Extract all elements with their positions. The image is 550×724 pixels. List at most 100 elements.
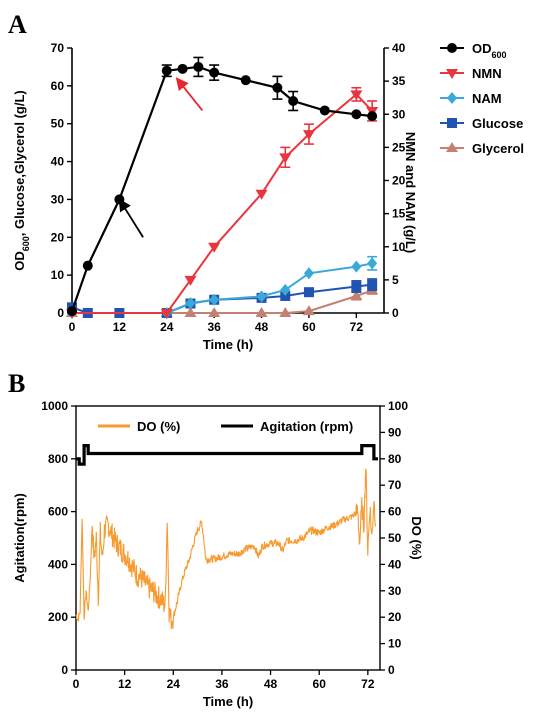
x-tick-label: 12 xyxy=(113,320,127,334)
data-point-nmn xyxy=(255,189,268,200)
y-right-tick-label: 0 xyxy=(388,663,395,677)
data-point-glycerol xyxy=(302,305,315,316)
data-point-nmn xyxy=(279,153,292,164)
data-point-glucose xyxy=(367,279,378,290)
y-right-tick-label: 20 xyxy=(388,610,402,624)
data-point-od600 xyxy=(367,111,378,122)
y-right-tick-label: 10 xyxy=(392,240,406,254)
series-line-od600 xyxy=(70,65,373,312)
x-tick-label: 48 xyxy=(264,677,278,691)
chart-a: 0 12 24 36 48 60 72 0 10 20 30 40 50 60 70 0 5 10 15 20 25 30… xyxy=(12,41,524,352)
data-point-od600 xyxy=(272,82,283,93)
y-right-tick-label: 20 xyxy=(392,174,406,188)
data-point-od600 xyxy=(240,75,251,86)
data-point-nam xyxy=(185,297,196,310)
legend-a: OD600 NMN NAM Glucose Glycerol xyxy=(440,41,524,156)
y-left-tick-label: 1000 xyxy=(41,399,68,413)
y-left-tick-label: 60 xyxy=(51,79,65,93)
series-od600 xyxy=(67,56,378,317)
y-axis-left-label-main: OD xyxy=(12,251,27,271)
y-left-tick-label: 10 xyxy=(51,268,65,282)
y-right-tick-label: 15 xyxy=(392,207,406,221)
legend-label-do: DO (%) xyxy=(137,419,180,434)
legend-label-main: OD xyxy=(472,41,492,56)
y-right-tick-label: 70 xyxy=(388,478,402,492)
legend-marker xyxy=(447,118,457,128)
x-tick-label: 72 xyxy=(361,677,375,691)
data-point-od600 xyxy=(177,63,188,74)
data-point-nam xyxy=(209,293,220,306)
y-axis-left-label: Agitation(rpm) xyxy=(12,493,27,583)
data-point-nam xyxy=(280,283,291,296)
data-point-od600 xyxy=(82,260,93,271)
y-right-tick-label: 10 xyxy=(388,637,402,651)
y-right-tick-label: 50 xyxy=(388,531,402,545)
y-right-tick-label: 60 xyxy=(388,505,402,519)
legend-marker xyxy=(447,92,457,104)
data-point-od600 xyxy=(67,306,77,317)
y-left-tick-label: 30 xyxy=(51,192,65,206)
y-right-tick-label: 35 xyxy=(392,74,406,88)
y-left-tick-label: 50 xyxy=(51,117,65,131)
y-left-tick-label: 0 xyxy=(61,663,68,677)
legend-label: NMN xyxy=(472,66,502,81)
legend-label: Glucose xyxy=(472,116,523,131)
data-point-nam xyxy=(256,290,267,303)
x-tick-label: 12 xyxy=(118,677,132,691)
y-left-tick-label: 40 xyxy=(51,155,65,169)
y-right-tick-label: 100 xyxy=(388,399,408,413)
data-point-od600 xyxy=(288,96,299,106)
x-tick-label: 24 xyxy=(167,677,181,691)
y-right-tick-label: 5 xyxy=(392,273,399,287)
legend-label-main: Glucose xyxy=(472,116,523,131)
data-point-nmn xyxy=(208,242,221,253)
x-axis-label: Time (h) xyxy=(203,337,253,352)
data-point-nmn xyxy=(184,275,197,286)
panel-label-a: A xyxy=(8,10,27,39)
legend-label-main: NMN xyxy=(472,66,502,81)
y-axis-left-label-rest: , Glucose,Glycerol (g/L) xyxy=(12,90,27,236)
y-right-tick-label: 40 xyxy=(392,41,406,55)
y-right-tick-label: 40 xyxy=(388,557,402,571)
x-tick-label: 48 xyxy=(255,320,269,334)
x-tick-label: 60 xyxy=(302,320,316,334)
x-tick-label: 0 xyxy=(69,320,76,334)
series-nmn xyxy=(66,86,379,319)
y-left-tick-label: 800 xyxy=(48,452,68,466)
series-line-agitation xyxy=(76,444,378,466)
y-left-tick-label: 70 xyxy=(51,41,65,55)
legend-label-main: NAM xyxy=(472,91,502,106)
data-point-glucose xyxy=(351,281,362,292)
legend-label-agitation: Agitation (rpm) xyxy=(260,419,353,434)
legend-label: Glycerol xyxy=(472,141,524,156)
data-point-nam xyxy=(367,257,378,270)
annotation-arrow-red xyxy=(175,77,204,112)
data-point-glucose xyxy=(303,287,314,298)
data-point-glycerol xyxy=(255,307,268,317)
data-point-glycerol xyxy=(279,307,292,317)
y-right-tick-label: 80 xyxy=(388,452,402,466)
plot-frame xyxy=(75,405,381,671)
x-tick-label: 36 xyxy=(207,320,221,334)
series-line-do xyxy=(75,468,377,630)
data-point-od600 xyxy=(209,67,220,78)
legend-b: DO (%) Agitation (rpm) xyxy=(98,419,353,434)
data-point-glucose xyxy=(280,290,291,301)
data-point-nam xyxy=(303,267,314,280)
data-point-od600 xyxy=(161,65,172,76)
y-right-tick-label: 25 xyxy=(392,140,406,154)
y-left-tick-label: 200 xyxy=(48,610,68,624)
x-tick-label: 0 xyxy=(73,677,80,691)
legend-marker xyxy=(446,69,458,79)
panel-label-b: B xyxy=(8,369,25,398)
data-point-glycerol xyxy=(350,289,363,300)
y-axis-left-label: OD600, Glucose,Glycerol (g/L) xyxy=(12,90,31,270)
series-nam xyxy=(67,255,378,319)
data-point-nmn xyxy=(302,130,315,141)
data-point-nmn xyxy=(160,309,173,319)
data-point-glycerol xyxy=(208,307,221,317)
data-point-od600 xyxy=(193,61,204,72)
x-tick-label: 60 xyxy=(313,677,327,691)
annotation-arrow-black xyxy=(118,198,144,238)
